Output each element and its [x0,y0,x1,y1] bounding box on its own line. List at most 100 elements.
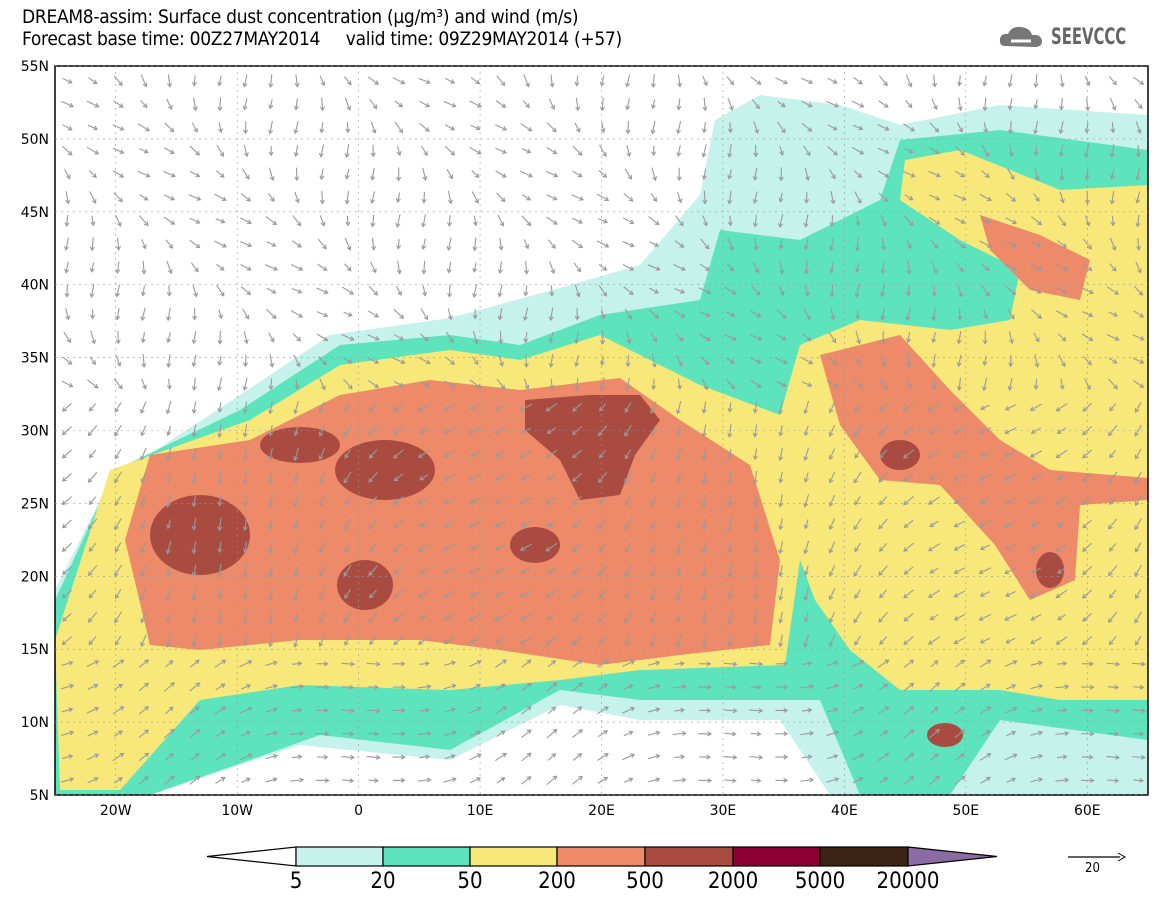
wind-arrow [164,147,175,154]
wind-arrow [319,75,326,87]
wind-arrow [879,636,888,646]
wind-arrow [1056,287,1068,294]
wind-arrow [497,261,503,275]
wind-arrow [90,330,97,345]
wind-arrow [293,354,301,368]
wind-arrow [87,683,99,690]
wind-arrow [1131,661,1146,667]
wind-arrow [597,753,609,761]
wind-arrow [955,706,965,715]
wind-arrow [88,403,97,412]
wind-arrow [650,447,657,461]
wind-arrow [1030,683,1044,690]
wind-arrow [906,354,912,368]
wind-arrow [930,706,939,714]
colorbar-bin [732,846,821,867]
wind-arrow [1034,167,1040,182]
wind-arrow [446,169,453,180]
wind-arrow [443,683,457,690]
wind-arrow [1029,590,1042,598]
wind-arrow [471,191,479,204]
wind-arrow [393,589,404,599]
wind-arrow [1109,403,1117,412]
wind-arrow [114,448,122,460]
wind-arrow [293,634,300,648]
wind-arrow [979,659,992,668]
wind-arrow [318,541,326,554]
wind-arrow [396,238,402,250]
wind-arrow [165,706,174,715]
wind-arrow [571,496,583,506]
wind-arrow [852,777,864,784]
wind-arrow [548,307,554,322]
wind-arrow [981,144,990,158]
wind-arrow [1007,308,1015,320]
wind-arrow [827,124,838,131]
wind-arrow [1108,636,1117,646]
wind-arrow [651,145,657,157]
wind-arrow [1034,354,1040,368]
wind-arrow [497,308,503,321]
wind-arrow [727,122,733,134]
wind-arrow [115,261,121,275]
wind-arrow [62,613,72,622]
wind-arrow [89,191,97,204]
wind-arrow [650,99,656,110]
wind-arrow [979,753,992,761]
wind-arrow [624,424,632,437]
wind-arrow [469,146,482,155]
wind-arrow [982,75,988,87]
wind-arrow [778,285,785,296]
wind-arrow [1108,76,1117,86]
wind-arrow [344,635,351,646]
wind-arrow [443,473,456,481]
wind-arrow [1132,379,1145,388]
wind-arrow [800,684,815,690]
wind-arrow [494,124,508,131]
wind-arrow [1135,167,1141,181]
wind-arrow [545,589,558,599]
wind-arrow [417,589,430,598]
wind-arrow [1110,215,1116,227]
wind-arrow [112,752,125,762]
wind-arrow [468,613,482,621]
wind-arrow [447,190,453,205]
wind-arrow [191,494,197,508]
wind-arrow [1055,403,1068,412]
wind-arrow [315,731,330,737]
wind-arrow [599,144,607,158]
wind-arrow [982,377,988,392]
wind-arrow [166,307,172,322]
wind-arrow [315,684,330,690]
wind-arrow [571,635,583,646]
wind-arrow [521,215,532,227]
lat-tick-label: 25N [21,496,49,512]
wind-arrow [779,145,785,157]
wind-arrow [727,237,734,251]
colorbar-level-label: 500 [626,869,664,894]
wind-arrow [649,241,660,247]
wind-arrow [191,75,198,87]
wind-arrow [597,730,609,738]
wind-arrow [265,730,278,736]
wind-arrow [702,215,708,227]
wind-arrow [854,542,861,553]
wind-arrow [1004,473,1017,481]
wind-arrow [394,100,404,108]
wind-arrow [1030,707,1043,713]
wind-arrow [141,239,147,250]
wind-arrow [138,729,150,738]
wind-arrow [61,707,74,713]
wind-arrow [1004,660,1018,667]
wind-arrow [701,401,707,414]
wind-arrow [1031,241,1042,247]
wind-arrow [723,754,738,760]
wind-arrow [597,706,609,715]
wind-arrow [368,472,378,483]
wind-arrow [905,307,911,322]
wind-arrow [140,74,148,88]
wind-arrow [493,567,507,575]
wind-arrow [369,99,378,110]
wind-arrow [417,636,430,645]
wind-arrow [954,729,966,739]
